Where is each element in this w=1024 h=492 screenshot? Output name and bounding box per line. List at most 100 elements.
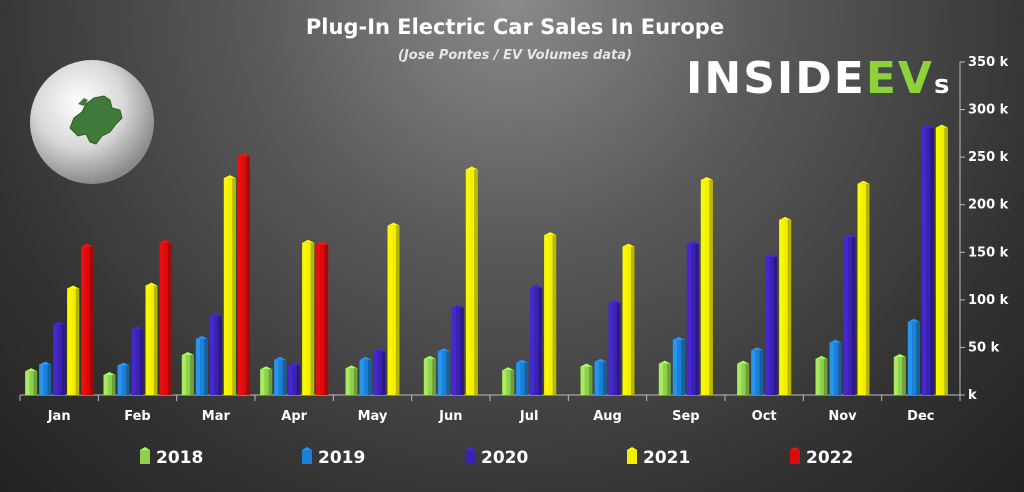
bar-2018-Jun bbox=[423, 355, 436, 395]
bar-highlight bbox=[373, 351, 378, 395]
x-tick-label: Aug bbox=[593, 409, 622, 424]
bar-2019-Mar bbox=[195, 335, 208, 395]
bar-cap bbox=[465, 166, 478, 170]
bar-cap bbox=[544, 232, 557, 236]
bar-shadow bbox=[190, 355, 194, 395]
bar-2021-Mar bbox=[223, 175, 236, 395]
x-tick-label: May bbox=[358, 409, 388, 424]
bar-highlight bbox=[53, 324, 58, 395]
bar-2019-Oct bbox=[751, 347, 764, 395]
bar-highlight bbox=[117, 365, 122, 395]
bar-highlight bbox=[843, 237, 848, 395]
bar-shadow bbox=[474, 169, 478, 395]
bar-shadow bbox=[681, 339, 685, 395]
bar-highlight bbox=[921, 127, 927, 396]
bar-highlight bbox=[465, 169, 471, 395]
bar-highlight bbox=[25, 371, 30, 395]
bar-2020-Aug bbox=[608, 299, 621, 395]
bar-highlight bbox=[672, 339, 678, 395]
bar-highlight bbox=[857, 183, 862, 395]
bar-shadow bbox=[432, 358, 436, 395]
bar-cap bbox=[67, 285, 80, 289]
bar-shadow bbox=[823, 358, 828, 395]
bar-shadow bbox=[47, 364, 52, 395]
bar-cap bbox=[935, 124, 948, 128]
x-tick-label: Nov bbox=[828, 409, 857, 424]
bar-shadow bbox=[524, 362, 529, 395]
bar-highlight bbox=[159, 242, 164, 395]
y-tick-label: 250 k bbox=[968, 150, 1009, 165]
legend-swatch bbox=[465, 450, 475, 464]
bar-cap bbox=[893, 353, 906, 357]
bar-highlight bbox=[260, 369, 265, 395]
bar-shadow bbox=[944, 127, 948, 396]
bar-2020-Jan bbox=[53, 321, 66, 395]
legend-swatch bbox=[790, 450, 800, 464]
bar-highlight bbox=[223, 178, 229, 395]
bar-shadow bbox=[446, 351, 450, 395]
bar-2021-Feb bbox=[145, 282, 158, 395]
bar-highlight bbox=[893, 356, 899, 395]
bar-shadow bbox=[916, 321, 920, 395]
bar-shadow bbox=[204, 338, 208, 395]
bar-2020-Jun bbox=[451, 304, 464, 395]
bar-cap bbox=[237, 153, 250, 157]
bar-cap bbox=[437, 348, 450, 352]
bar-2019-Sep bbox=[672, 336, 685, 395]
legend-item-2018: 2018 bbox=[140, 447, 203, 468]
bar-shadow bbox=[759, 350, 764, 395]
bar-2020-Dec bbox=[921, 124, 934, 396]
bar-shadow bbox=[75, 288, 80, 395]
bar-2020-May bbox=[373, 348, 386, 395]
bar-2018-Oct bbox=[737, 360, 750, 395]
bar-2019-Dec bbox=[907, 318, 920, 395]
bar-shadow bbox=[745, 363, 750, 395]
bar-2018-Sep bbox=[658, 360, 671, 395]
bar-shadow bbox=[139, 329, 144, 395]
bar-cap bbox=[700, 176, 713, 180]
bar-cap bbox=[580, 363, 593, 367]
bar-cap bbox=[423, 355, 436, 359]
bar-shadow bbox=[367, 359, 372, 395]
bar-highlight bbox=[594, 361, 599, 395]
bar-cap bbox=[502, 367, 515, 371]
bar-cap bbox=[359, 356, 372, 360]
bar-cap bbox=[373, 348, 386, 352]
bar-shadow bbox=[153, 285, 158, 395]
legend-label: 2022 bbox=[806, 448, 853, 468]
bar-shadow bbox=[268, 369, 273, 395]
bar-2021-Oct bbox=[779, 216, 792, 395]
bar-shadow bbox=[930, 127, 934, 396]
legend-label: 2020 bbox=[481, 448, 528, 468]
legend-label: 2021 bbox=[643, 448, 690, 468]
bar-cap bbox=[81, 243, 94, 247]
bar-2019-Jul bbox=[516, 359, 529, 395]
bar-highlight bbox=[779, 219, 784, 395]
bar-2021-Sep bbox=[700, 176, 713, 395]
bar-cap bbox=[779, 216, 792, 220]
bar-2019-May bbox=[359, 356, 372, 395]
y-tick-label: k bbox=[968, 388, 977, 403]
bar-2018-Feb bbox=[103, 372, 116, 395]
bar-cap bbox=[857, 180, 870, 184]
bar-cap bbox=[672, 336, 685, 340]
bar-highlight bbox=[209, 316, 215, 395]
y-tick-label: 150 k bbox=[968, 245, 1009, 260]
bar-cap bbox=[223, 175, 236, 179]
y-tick-label: 200 k bbox=[968, 198, 1009, 213]
legend-swatch-cap bbox=[465, 447, 475, 450]
bar-2018-May bbox=[345, 365, 358, 395]
bar-2018-Aug bbox=[580, 363, 593, 395]
bar-2021-Dec bbox=[935, 124, 948, 396]
bar-shadow bbox=[125, 365, 130, 395]
bar-cap bbox=[302, 239, 315, 243]
bar-2022-Feb bbox=[159, 239, 172, 395]
legend-swatch bbox=[140, 450, 150, 464]
bar-2018-Nov bbox=[815, 355, 828, 395]
bar-cap bbox=[209, 313, 222, 317]
bar-2021-Aug bbox=[622, 243, 635, 395]
bar-highlight bbox=[451, 307, 457, 395]
bar-cap bbox=[829, 339, 842, 343]
bar-shadow bbox=[89, 246, 94, 395]
bar-highlight bbox=[345, 368, 350, 395]
